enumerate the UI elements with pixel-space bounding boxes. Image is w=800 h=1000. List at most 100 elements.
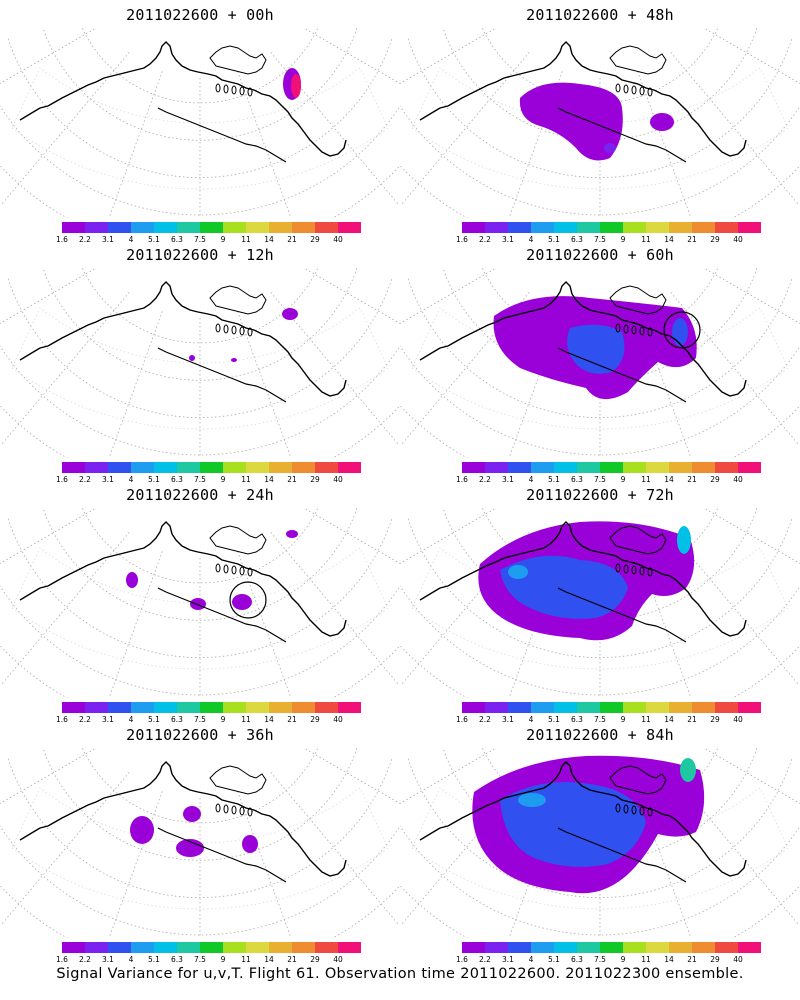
- color-bar-label: 3.1: [502, 235, 514, 244]
- color-bar-label: 11: [241, 955, 251, 964]
- longitude-gridline: [108, 791, 163, 938]
- island: [639, 86, 645, 96]
- arctic-islands: [609, 45, 667, 75]
- color-bar-label: 6.3: [171, 235, 183, 244]
- island: [215, 323, 221, 333]
- polar-map: [0, 748, 400, 938]
- island: [239, 566, 245, 576]
- color-bar: [62, 462, 361, 473]
- color-bar-label: 14: [664, 235, 674, 244]
- forecast-panel-72h: 2011022600 + 72h 1.6 2.2 3.1 4 5.1 6.3 7.5 9 11 14…: [400, 480, 800, 725]
- island: [631, 325, 637, 335]
- color-bar-swatch: [577, 942, 600, 953]
- island: [631, 565, 637, 575]
- signal-variance-field: [283, 68, 301, 100]
- latitude-gridline: [7, 38, 393, 178]
- forecast-panel-60h: 2011022600 + 60h 1.6 2.2 3.1 4 5.1 6.3 7.5 9 11 14…: [400, 240, 800, 485]
- color-bar-swatch: [554, 462, 577, 473]
- color-bar-swatch: [485, 222, 508, 233]
- color-bar-label: 14: [664, 475, 674, 484]
- color-bar-label: 5.1: [148, 955, 160, 964]
- color-bar-label: 1.6: [456, 955, 468, 964]
- forecast-panel-48h: 2011022600 + 48h 1.6 2.2 3.1 4 5.1 6.3 7.5 9 11 14…: [400, 0, 800, 245]
- latitude-gridline: [407, 38, 793, 178]
- island: [247, 807, 253, 817]
- color-bar-label: 21: [287, 955, 297, 964]
- color-bar-swatch: [108, 942, 131, 953]
- island: [215, 83, 221, 93]
- color-bar-swatch: [508, 702, 531, 713]
- island: [231, 85, 237, 95]
- island: [623, 84, 629, 94]
- color-bar-label: 6.3: [171, 715, 183, 724]
- color-bar-swatch: [462, 702, 485, 713]
- color-bar-label: 7.5: [194, 955, 206, 964]
- color-bar-label: 7.5: [594, 715, 606, 724]
- color-bar-swatch: [108, 462, 131, 473]
- panel-title: 2011022600 + 84h: [526, 726, 674, 744]
- color-bar-label: 2.2: [79, 475, 91, 484]
- color-bar-label: 2.2: [79, 955, 91, 964]
- color-bar-label: 29: [310, 955, 320, 964]
- arctic-islands: [209, 285, 267, 315]
- color-bar-swatch: [85, 942, 108, 953]
- longitude-gridline: [0, 28, 97, 84]
- longitude-gridline: [0, 508, 97, 564]
- color-bar-swatch: [292, 222, 315, 233]
- color-bar-swatch: [131, 702, 154, 713]
- color-bar-label: 40: [333, 235, 343, 244]
- color-bar-swatch: [62, 222, 85, 233]
- longitude-gridline: [670, 292, 800, 446]
- color-bar-label: 29: [310, 475, 320, 484]
- color-bar-swatch: [646, 222, 669, 233]
- longitude-gridline: [703, 748, 800, 804]
- longitude-gridline: [108, 71, 163, 218]
- color-bar-label: 9: [220, 715, 226, 724]
- color-bar-label: 4: [128, 955, 134, 964]
- longitude-gridline: [237, 71, 292, 218]
- signal-variance-field: [130, 806, 258, 857]
- panel-title: 2011022600 + 12h: [126, 246, 274, 264]
- polar-map: [400, 28, 800, 218]
- island: [239, 86, 245, 96]
- longitude-gridline: [108, 551, 163, 698]
- color-bar-swatch: [338, 702, 361, 713]
- color-bar-swatch: [669, 462, 692, 473]
- forecast-panel-36h: 2011022600 + 36h 1.6 2.2 3.1 4 5.1 6.3 7.5 9 11 14…: [0, 720, 400, 965]
- longitude-gridline: [108, 311, 163, 458]
- color-bar-label: 2.2: [479, 715, 491, 724]
- longitude-gridline: [237, 311, 292, 458]
- island: [639, 806, 645, 816]
- latitude-gridline: [442, 508, 758, 621]
- color-bar-label: 6.3: [571, 955, 583, 964]
- longitude-gridline: [400, 28, 497, 84]
- color-bar-swatch: [269, 702, 292, 713]
- color-bar-label: 9: [620, 955, 626, 964]
- signal-variance-field: [189, 308, 298, 362]
- color-bar-swatch: [292, 702, 315, 713]
- coastline: [157, 107, 287, 163]
- longitude-gridline: [703, 508, 800, 564]
- highlight-circle: [663, 311, 701, 349]
- latitude-gridline: [400, 825, 800, 936]
- island: [639, 566, 645, 576]
- color-bar-swatch: [738, 222, 761, 233]
- color-bar-swatch: [338, 462, 361, 473]
- map-boundary: [11, 547, 389, 670]
- island: [215, 563, 221, 573]
- color-bar-swatch: [269, 942, 292, 953]
- color-bar-swatch: [738, 462, 761, 473]
- polar-map: [0, 28, 400, 218]
- color-bar-swatch: [531, 942, 554, 953]
- island: [615, 83, 621, 93]
- color-bar-swatch: [669, 222, 692, 233]
- latitude-gridline: [442, 748, 758, 861]
- color-bar-labels: 1.6 2.2 3.1 4 5.1 6.3 7.5 9 11 14 21 29 40: [52, 235, 392, 245]
- color-bar-label: 29: [310, 715, 320, 724]
- latitude-gridline: [400, 105, 800, 216]
- color-bar: [62, 222, 361, 233]
- map-boundary: [11, 67, 389, 190]
- longitude-gridline: [670, 52, 800, 206]
- signal-variance-field: [478, 521, 695, 641]
- island: [615, 803, 621, 813]
